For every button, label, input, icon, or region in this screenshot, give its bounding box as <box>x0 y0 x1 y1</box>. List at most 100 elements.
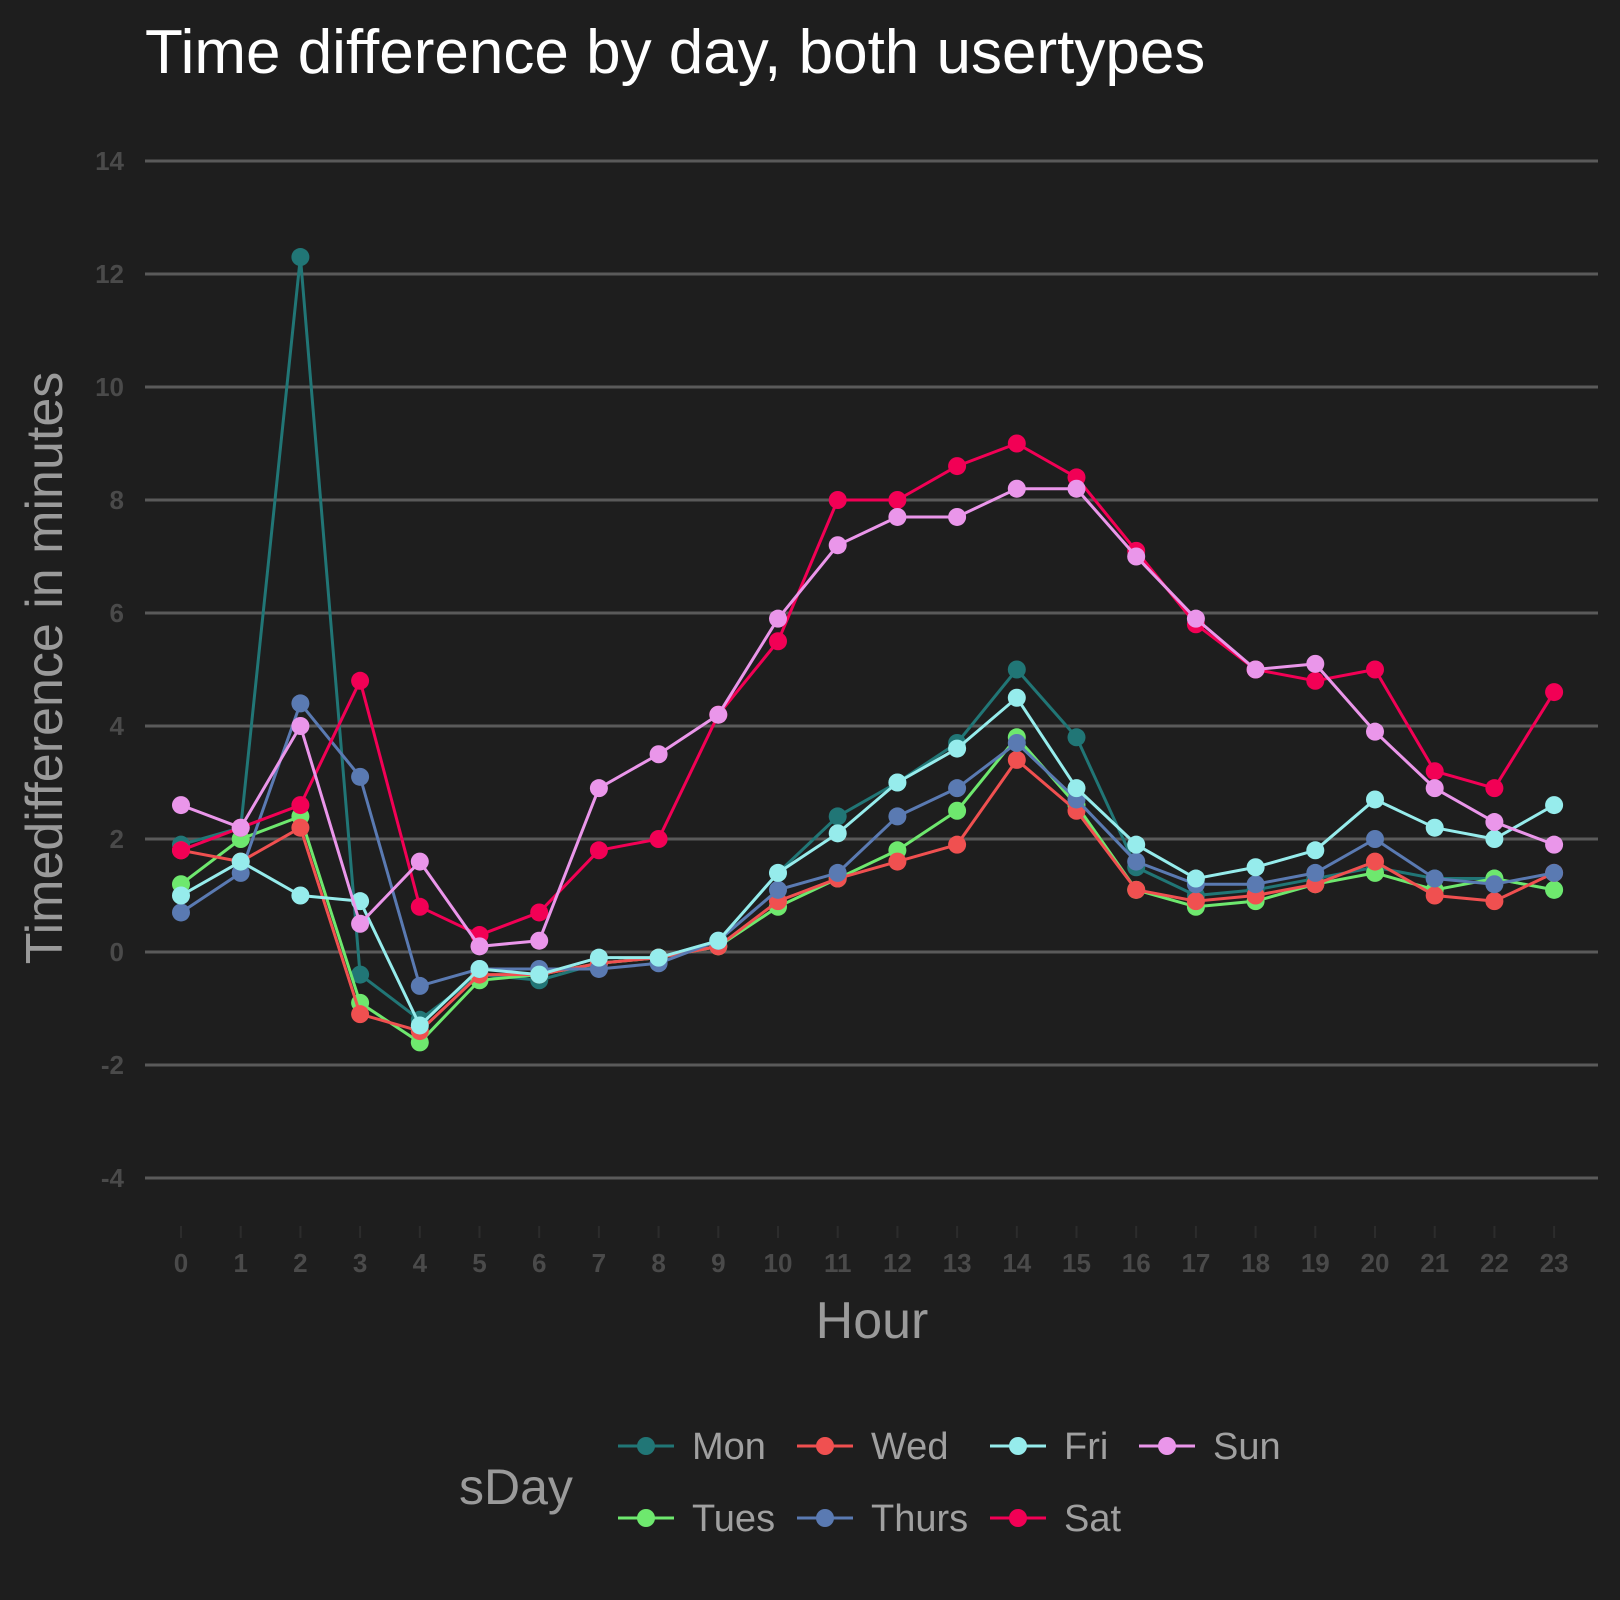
data-point-sat <box>948 457 967 476</box>
legend-swatch-point <box>1158 1437 1176 1455</box>
legend-item-fri: Fri <box>990 1426 1108 1468</box>
y-tick-label: 2 <box>110 824 124 854</box>
data-point-mon <box>351 965 370 984</box>
data-point-sun <box>888 507 907 526</box>
data-point-wed <box>1485 892 1504 911</box>
y-tick-label: 14 <box>95 146 124 176</box>
legend-item-thurs: Thurs <box>797 1498 968 1540</box>
data-point-fri <box>828 824 847 843</box>
series-line-wed <box>180 758 1555 1033</box>
x-tick-label: 5 <box>472 1248 486 1278</box>
series-mon <box>172 248 1564 1029</box>
x-tick-label: 16 <box>1122 1248 1151 1278</box>
data-point-fri <box>1485 830 1504 848</box>
y-axis-ticks: -4 -2 0 2 4 6 8 10 12 14 <box>95 146 124 1193</box>
data-point-sun <box>231 818 250 837</box>
chart-title: Time difference by day, both usertypes <box>145 18 1205 87</box>
data-point-fri <box>1246 858 1265 877</box>
data-point-fri <box>1306 841 1325 860</box>
gridlines <box>145 159 1598 1180</box>
series-line-thurs <box>180 701 1555 988</box>
data-point-fri <box>1186 869 1205 888</box>
data-point-sun <box>1246 660 1265 679</box>
x-tick-label: 22 <box>1480 1248 1509 1278</box>
data-point-fri <box>709 931 728 950</box>
data-point-sun <box>1425 779 1444 798</box>
y-tick-label: 12 <box>95 259 124 289</box>
data-point-sun <box>1186 609 1205 628</box>
legend-label: Tues <box>692 1498 775 1540</box>
data-point-sat <box>410 897 429 916</box>
data-point-thurs <box>172 903 190 922</box>
data-point-tues <box>1545 880 1564 899</box>
data-point-sun <box>828 536 847 555</box>
data-point-sun <box>351 914 370 933</box>
data-point-fri <box>1366 790 1384 809</box>
data-point-sun <box>649 745 668 764</box>
legend-item-wed: Wed <box>797 1426 948 1468</box>
data-point-mon <box>291 248 310 267</box>
data-point-sun <box>410 852 429 871</box>
data-point-sat <box>291 796 310 815</box>
data-point-sun <box>1007 479 1026 498</box>
data-point-sun <box>948 507 967 526</box>
x-axis-title: Hour <box>816 1292 929 1350</box>
legend-swatch-point <box>816 1509 834 1527</box>
y-tick-label: 10 <box>95 372 124 402</box>
data-point-thurs <box>1007 733 1026 752</box>
data-point-thurs <box>1306 863 1325 882</box>
series-line-sun <box>180 487 1555 948</box>
data-point-sat <box>649 830 668 848</box>
legend-swatch-point <box>1009 1509 1027 1527</box>
legend-title: sDay <box>459 1459 573 1515</box>
data-point-thurs <box>1246 875 1265 894</box>
data-point-sun <box>291 717 310 735</box>
x-tick-label: 3 <box>353 1248 367 1278</box>
data-point-fri <box>172 886 190 905</box>
data-point-sun <box>1306 654 1325 673</box>
data-point-thurs <box>1545 863 1564 882</box>
data-point-wed <box>1127 880 1146 899</box>
series-line-sat <box>180 442 1556 937</box>
data-point-sun <box>1127 547 1146 566</box>
data-point-thurs <box>351 767 370 786</box>
data-point-sun <box>1545 835 1564 854</box>
data-point-fri <box>410 1016 429 1035</box>
series-sat <box>172 434 1564 945</box>
data-point-thurs <box>1425 869 1444 888</box>
series-thurs <box>172 694 1564 995</box>
x-tick-label: 11 <box>824 1248 852 1278</box>
legend-item-sat: Sat <box>990 1498 1121 1540</box>
data-point-wed <box>1366 852 1384 871</box>
y-tick-label: 8 <box>110 485 124 515</box>
data-point-fri <box>589 948 608 967</box>
data-point-sun <box>769 609 787 628</box>
x-tick-label: 2 <box>293 1248 307 1278</box>
legend-label: Sat <box>1064 1498 1121 1540</box>
data-point-sat <box>1366 660 1384 679</box>
data-point-sat <box>1306 671 1325 690</box>
data-point-thurs <box>1366 830 1384 848</box>
data-point-sat <box>888 491 907 509</box>
data-point-wed <box>1007 750 1026 769</box>
data-point-tues <box>948 801 967 820</box>
data-point-fri <box>1545 796 1564 815</box>
data-point-fri <box>769 863 787 882</box>
data-point-fri <box>291 886 310 905</box>
x-tick-label: 1 <box>233 1248 247 1278</box>
data-point-sat <box>828 491 847 509</box>
data-point-sun <box>172 796 190 815</box>
series-line-fri <box>180 696 1555 1027</box>
series-line-tues <box>180 735 1555 1044</box>
data-point-sat <box>1545 683 1564 702</box>
data-point-sun <box>1067 479 1086 498</box>
series-lines <box>172 248 1564 1052</box>
data-point-thurs <box>1485 875 1504 894</box>
data-point-fri <box>649 948 668 967</box>
y-tick-label: 6 <box>110 598 124 628</box>
x-tick-label: 15 <box>1062 1248 1091 1278</box>
x-tick-label: 14 <box>1002 1248 1031 1278</box>
data-point-sun <box>589 779 608 798</box>
x-tick-label: 19 <box>1301 1248 1330 1278</box>
y-tick-label: -2 <box>101 1050 124 1080</box>
